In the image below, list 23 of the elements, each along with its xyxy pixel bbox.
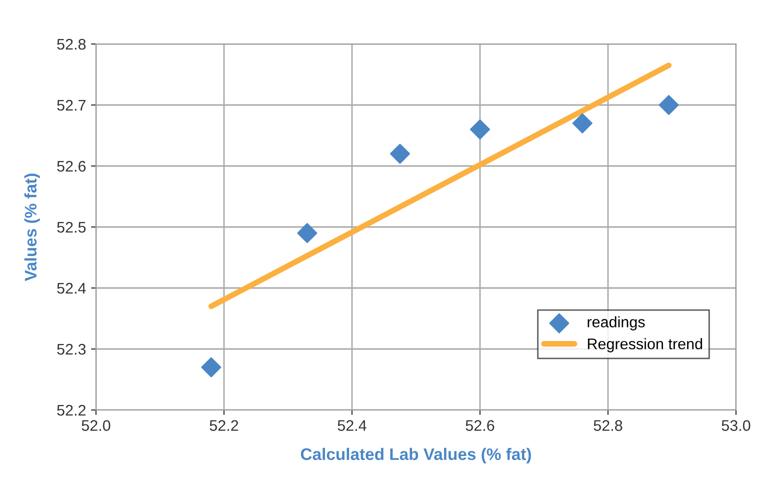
x-tick-label: 53.0: [722, 420, 750, 431]
x-tick-label: 52.6: [466, 420, 494, 431]
y-axis-title: Values (% fat): [24, 174, 40, 282]
y-tick-label: 52.8: [57, 38, 86, 50]
x-axis-title: Calculated Lab Values (% fat): [300, 448, 531, 464]
y-tick-label: 52.6: [57, 160, 86, 172]
point: [297, 223, 318, 244]
y-tick-label: 52.3: [57, 344, 86, 355]
x-tick-label: 52.4: [338, 420, 366, 431]
legend-label: readings: [588, 316, 645, 330]
y-tick-label: 52.2: [57, 404, 86, 416]
legend-label: Regression trend: [588, 338, 702, 352]
y-tick-label: 52.4: [57, 282, 86, 294]
y-tick-label: 52.7: [57, 100, 86, 111]
x-tick-label: 52.0: [82, 420, 110, 431]
point: [470, 119, 490, 140]
point: [658, 94, 679, 116]
y-tick-label: 52.5: [57, 222, 86, 233]
point: [390, 144, 410, 164]
x-tick-label: 52.2: [210, 420, 238, 431]
point: [201, 357, 222, 378]
point: [572, 113, 592, 134]
x-tick-label: 52.8: [594, 420, 622, 431]
